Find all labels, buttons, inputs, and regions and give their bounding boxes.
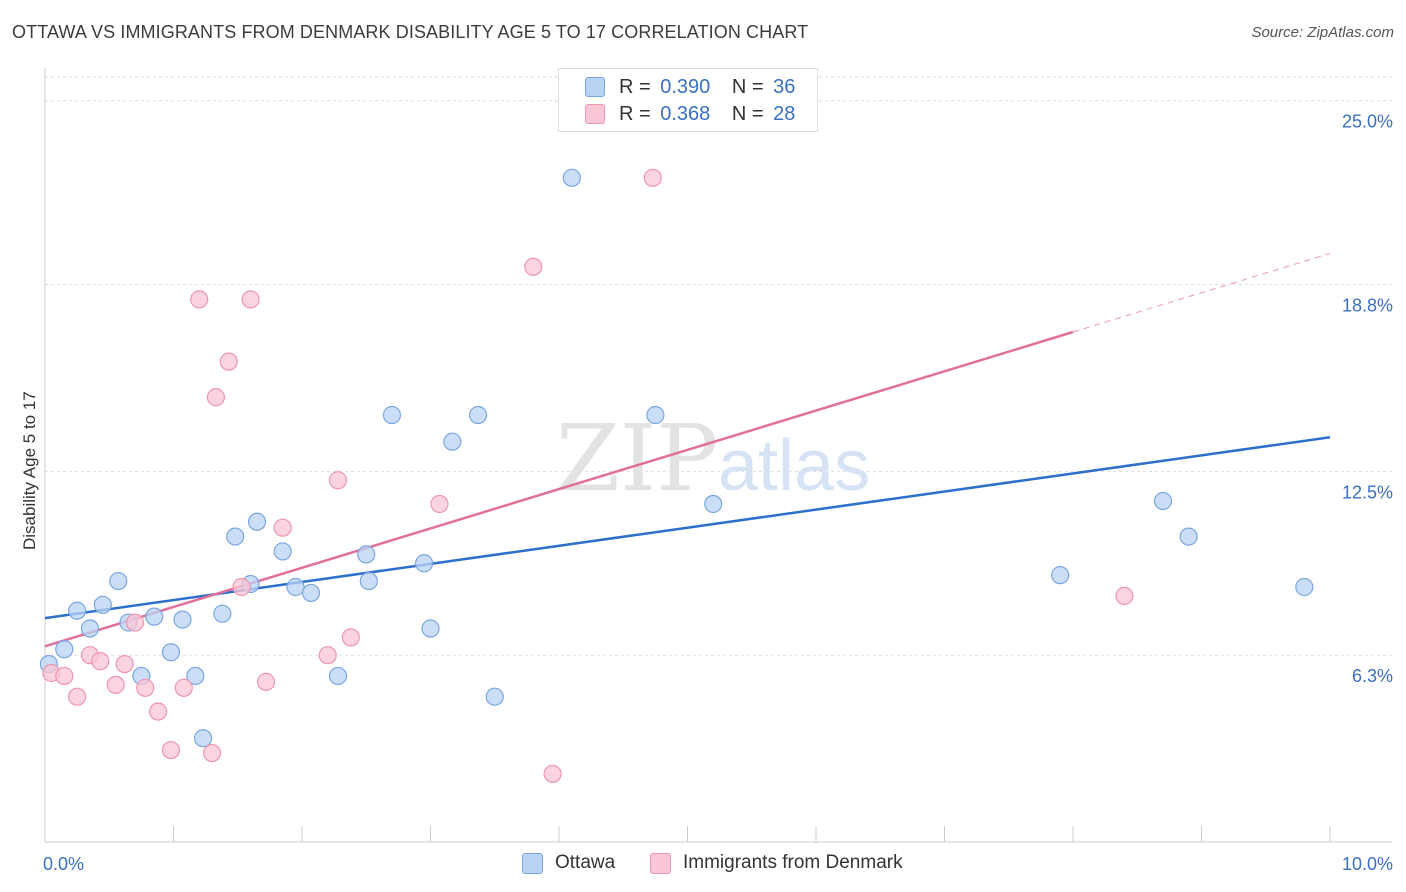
data-point-denmark [543,764,562,783]
data-point-denmark [232,577,251,597]
data-point-ottawa [414,554,434,573]
data-point-ottawa [357,545,376,564]
data-point-ottawa [68,601,87,620]
data-point-ottawa [93,595,112,614]
data-point-ottawa [421,619,440,638]
data-point-denmark [125,613,145,632]
data-point-denmark [219,352,238,371]
data-point-ottawa [80,619,100,638]
data-point-ottawa [485,687,504,706]
legend-label-ottawa: Ottawa [555,852,616,873]
x-tick-label: 0.0% [43,854,84,874]
data-point-ottawa [145,607,164,626]
data-point-denmark [68,687,87,706]
watermark-atlas: atlas [718,426,870,506]
data-point-denmark [136,678,155,697]
trend-line-ottawa [44,436,1331,620]
data-point-ottawa [247,512,267,531]
data-point-ottawa [273,542,292,561]
data-point-denmark [106,675,125,694]
source-label: Source: ZipAtlas.com [1251,24,1394,41]
legend-n-value: 28 [773,102,796,125]
trend-line-denmark [44,330,1074,648]
data-point-ottawa [226,527,245,546]
data-point-denmark [643,168,662,187]
data-point-ottawa [1051,566,1070,585]
series-legend: Ottawa Immigrants from Denmark [0,850,1406,880]
chart-title: OTTAWA VS IMMIGRANTS FROM DENMARK DISABI… [12,22,809,42]
legend-n-value: 36 [773,75,796,98]
legend-swatch-denmark [650,852,671,874]
data-point-ottawa [213,604,232,623]
legend-r-label: R = [619,102,651,125]
data-point-ottawa [173,610,192,629]
data-point-ottawa [562,168,581,187]
data-point-ottawa [468,405,488,425]
data-point-ottawa [1295,577,1314,597]
data-point-denmark [273,518,292,537]
data-point-denmark [190,290,209,309]
legend-swatch-ottawa [522,852,543,874]
data-point-ottawa [359,571,378,591]
data-point-denmark [241,290,260,309]
legend-r-label: R = [619,75,651,98]
data-point-denmark [1115,586,1134,605]
legend-n-label: N = [731,75,764,98]
data-point-denmark [55,666,74,686]
data-point-denmark [161,740,181,760]
data-point-ottawa [109,571,128,591]
legend-swatch-ottawa [585,77,605,97]
data-point-denmark [524,257,543,276]
data-point-denmark [430,494,449,514]
legend-row-denmark: R = 0.368 N = 28 [585,101,796,127]
data-point-ottawa [161,643,181,662]
data-point-denmark [341,628,360,647]
data-point-ottawa [646,405,665,425]
legend-swatch-denmark [585,104,605,124]
axes [44,68,1392,843]
data-point-ottawa [328,666,348,686]
data-point-ottawa [301,583,321,603]
data-point-denmark [148,702,168,721]
data-point-ottawa [193,729,213,748]
data-point-ottawa [1153,491,1173,511]
legend-row-ottawa: R = 0.390 N = 36 [585,74,796,100]
data-points [39,168,1314,783]
x-tick-label: 10.0% [1342,854,1393,874]
data-point-denmark [206,388,226,407]
watermark: ZIP atlas [556,405,870,512]
y-tick-label: 6.3% [1352,666,1393,686]
data-point-denmark [115,654,134,674]
watermark-zip: ZIP [556,405,718,512]
legend-item-denmark: Immigrants from Denmark [650,852,903,874]
tick-labels: 6.3% 12.5% 18.8% 25.0% 0.0% 10.0% [43,112,1393,874]
data-point-denmark [174,678,193,697]
y-tick-label: 18.8% [1342,296,1393,316]
correlation-legend: R = 0.390 N = 36 R = 0.368 N = 28 [558,68,818,132]
data-point-denmark [256,672,276,691]
data-point-ottawa [286,577,305,597]
data-point-ottawa [186,666,205,686]
gridlines [45,76,1392,656]
legend-item-ottawa: Ottawa [522,852,615,874]
data-point-ottawa [382,405,402,425]
data-point-denmark [328,471,348,490]
data-point-denmark [202,743,222,763]
data-point-ottawa [704,494,723,514]
legend-label-denmark: Immigrants from Denmark [683,852,903,873]
y-tick-label: 12.5% [1342,482,1393,502]
y-axis-label: Disability Age 5 to 17 [20,391,39,550]
data-point-ottawa [443,432,462,451]
data-point-denmark [318,646,337,665]
legend-r-value: 0.368 [660,102,711,125]
legend-n-label: N = [731,102,764,125]
data-point-denmark [91,652,110,671]
legend-r-value: 0.390 [660,75,711,98]
y-tick-label: 25.0% [1342,112,1393,132]
data-point-ottawa [55,640,74,659]
data-point-ottawa [1179,527,1198,546]
trend-lines [44,252,1331,648]
trend-line-denmark-extension [1072,252,1331,333]
